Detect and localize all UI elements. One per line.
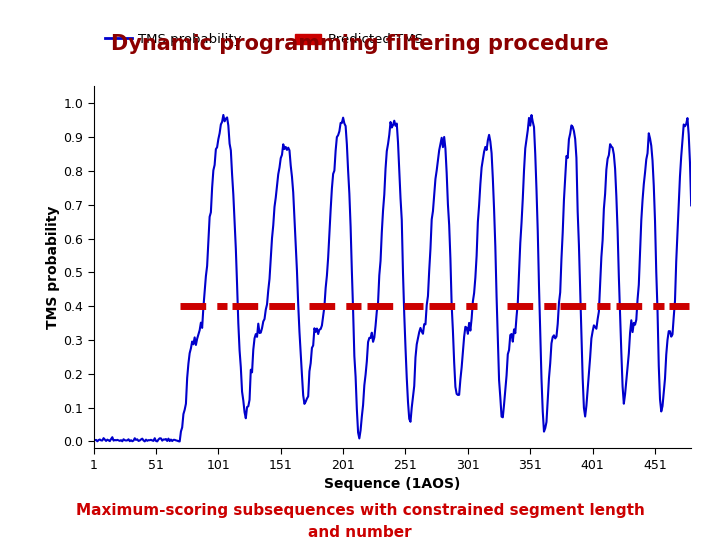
Text: Dynamic programming filtering procedure: Dynamic programming filtering procedure bbox=[111, 34, 609, 54]
Y-axis label: TMS probability: TMS probability bbox=[46, 206, 60, 329]
Legend: TMS probability, Predicted TMS: TMS probability, Predicted TMS bbox=[100, 28, 428, 51]
Text: and number: and number bbox=[308, 525, 412, 540]
X-axis label: Sequence (1AOS): Sequence (1AOS) bbox=[324, 477, 461, 491]
Text: Maximum-scoring subsequences with constrained segment length: Maximum-scoring subsequences with constr… bbox=[76, 503, 644, 518]
